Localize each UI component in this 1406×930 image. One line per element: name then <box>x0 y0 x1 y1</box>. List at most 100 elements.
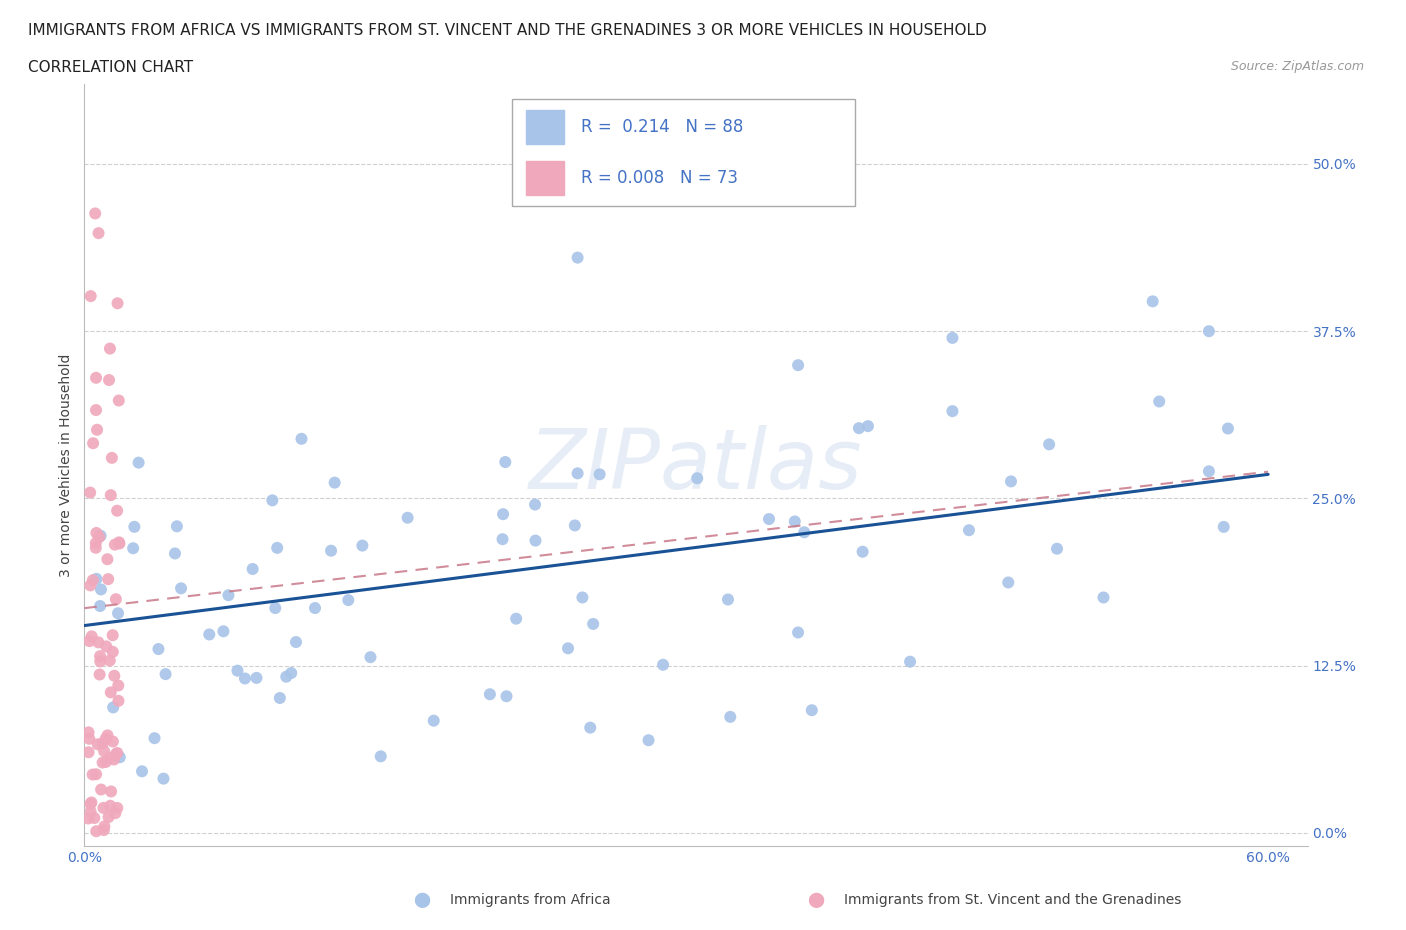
Point <box>758 512 780 526</box>
Point <box>107 393 129 408</box>
Point <box>285 634 308 649</box>
Point <box>304 601 326 616</box>
Point <box>957 523 980 538</box>
Point <box>90 782 112 797</box>
Point <box>84 206 107 221</box>
Point <box>800 703 823 718</box>
Point <box>567 250 589 265</box>
Point <box>104 538 127 552</box>
Point <box>941 330 963 345</box>
Point <box>98 373 121 388</box>
Point <box>170 581 193 596</box>
Point <box>82 436 104 451</box>
Point <box>198 627 221 642</box>
Point <box>84 824 107 839</box>
Point <box>567 466 589 481</box>
Point <box>217 588 239 603</box>
Point <box>718 710 741 724</box>
Point <box>637 733 659 748</box>
Point <box>103 752 125 767</box>
Point <box>1142 294 1164 309</box>
Point <box>80 629 103 644</box>
Point <box>79 578 101 592</box>
Point <box>100 487 122 502</box>
Text: Immigrants from Africa: Immigrants from Africa <box>450 893 610 908</box>
Point <box>1216 421 1239 436</box>
Point <box>101 628 124 643</box>
Point <box>686 471 709 485</box>
Point <box>97 572 120 587</box>
Point <box>90 582 112 597</box>
Point <box>83 811 105 826</box>
Point <box>783 514 806 529</box>
Point <box>89 654 111 669</box>
Point <box>84 536 107 551</box>
Point <box>579 720 602 735</box>
Point <box>107 296 129 311</box>
Point <box>166 519 188 534</box>
Point <box>323 475 346 490</box>
Point <box>290 432 312 446</box>
Y-axis label: 3 or more Vehicles in Household: 3 or more Vehicles in Household <box>59 353 73 577</box>
Point <box>152 771 174 786</box>
Point <box>266 540 288 555</box>
Point <box>131 764 153 778</box>
Point <box>97 810 120 825</box>
Point <box>337 592 360 607</box>
Point <box>1046 541 1069 556</box>
Point <box>494 455 516 470</box>
Point <box>422 713 444 728</box>
Point <box>122 541 145 556</box>
Point <box>163 546 186 561</box>
Point <box>86 525 108 540</box>
Point <box>87 226 110 241</box>
Point <box>86 571 108 586</box>
Point <box>652 658 675 672</box>
Point <box>856 418 879 433</box>
Point <box>98 798 121 813</box>
Point <box>93 744 115 759</box>
Point <box>100 784 122 799</box>
Point <box>96 728 118 743</box>
Point <box>79 797 101 812</box>
Point <box>564 518 586 533</box>
Point <box>87 635 110 650</box>
Point <box>226 663 249 678</box>
Point <box>105 503 128 518</box>
Point <box>89 667 111 682</box>
Point <box>717 592 740 607</box>
Point <box>104 591 127 606</box>
Point <box>997 575 1019 590</box>
Text: ⬤: ⬤ <box>807 893 824 908</box>
Text: Immigrants from St. Vincent and the Grenadines: Immigrants from St. Vincent and the Gren… <box>844 893 1181 908</box>
Point <box>505 611 527 626</box>
Point <box>82 573 104 588</box>
Point <box>262 493 284 508</box>
Text: IMMIGRANTS FROM AFRICA VS IMMIGRANTS FROM ST. VINCENT AND THE GRENADINES 3 OR MO: IMMIGRANTS FROM AFRICA VS IMMIGRANTS FRO… <box>28 23 987 38</box>
Point <box>143 731 166 746</box>
Point <box>396 511 419 525</box>
Point <box>84 370 107 385</box>
Point <box>793 525 815 539</box>
Point <box>98 653 121 668</box>
Point <box>84 767 107 782</box>
Point <box>91 755 114 770</box>
Point <box>104 805 127 820</box>
Point <box>107 694 129 709</box>
Point <box>94 732 117 747</box>
Point <box>276 670 298 684</box>
Point <box>359 650 381 665</box>
Point <box>1038 437 1060 452</box>
Point <box>1198 324 1220 339</box>
Point <box>93 801 115 816</box>
Point <box>571 590 593 604</box>
Point <box>80 795 103 810</box>
Point <box>103 669 125 684</box>
Point <box>104 747 127 762</box>
Point <box>101 644 124 659</box>
Point <box>1000 474 1022 489</box>
Point <box>495 689 517 704</box>
Point <box>79 633 101 648</box>
Point <box>101 700 124 715</box>
Point <box>941 404 963 418</box>
